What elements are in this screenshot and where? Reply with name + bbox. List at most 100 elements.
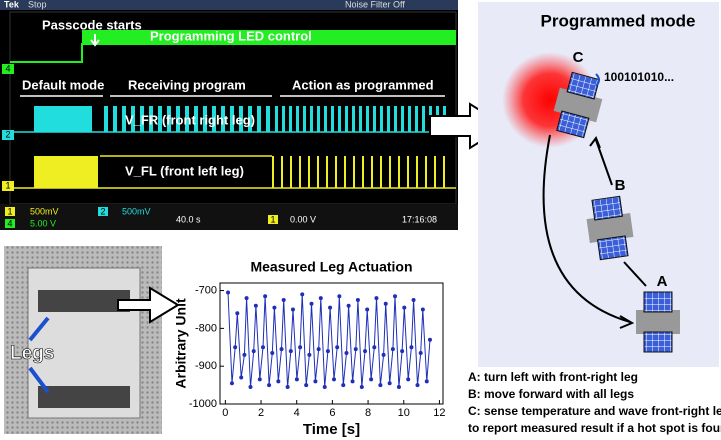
ch4-scale: 5.00 V: [30, 218, 56, 228]
x-tick-label: 12: [433, 407, 445, 419]
trace-pulse: [331, 106, 334, 132]
trace-pulse: [422, 106, 425, 132]
marker-label: 4: [5, 63, 10, 73]
photo: Legs: [4, 246, 162, 434]
point: [419, 351, 423, 355]
point: [388, 381, 392, 385]
trace-block: [34, 106, 92, 132]
x-tick-label: 8: [365, 407, 371, 419]
point: [272, 306, 276, 310]
ch-id: 1: [7, 206, 12, 216]
trace-pulse: [408, 106, 411, 132]
y-tick-label: -800: [195, 322, 217, 334]
trace-pulse: [415, 106, 418, 132]
point: [317, 347, 321, 351]
scope: Tek Stop Noise Filter Off Passcode start…: [0, 0, 458, 230]
point: [239, 376, 243, 380]
point: [369, 377, 373, 381]
trace-pulse: [398, 156, 400, 188]
trace-pulse: [335, 156, 337, 188]
trace-pulse: [389, 156, 391, 188]
point: [319, 296, 323, 300]
trace-pulse: [272, 156, 274, 188]
trace-pulse: [324, 106, 327, 132]
point: [245, 296, 249, 300]
point: [286, 385, 290, 389]
y-tick-label: -700: [195, 284, 217, 296]
vfr-label: V_FR (front right leg): [125, 112, 255, 127]
point: [360, 385, 364, 389]
point: [409, 345, 413, 349]
point: [270, 351, 274, 355]
point: [354, 347, 358, 351]
diagram-bg: [478, 2, 719, 367]
label-a: A: [657, 273, 668, 290]
trace-pulse: [401, 106, 404, 132]
point: [332, 377, 336, 381]
point: [412, 298, 416, 302]
ch-id: 4: [7, 218, 12, 228]
point: [415, 383, 419, 387]
plot-frame: [220, 283, 443, 404]
point: [242, 353, 246, 357]
trace-pulse: [380, 156, 382, 188]
plot: Measured Leg ActuationTime [s]Arbitrary …: [173, 259, 446, 438]
point: [397, 385, 401, 389]
ch2-scale: 500mV: [122, 206, 151, 216]
point: [382, 353, 386, 357]
y-tick-label: -1000: [189, 398, 217, 410]
trace-pulse: [353, 156, 355, 188]
trace-pulse: [387, 106, 390, 132]
trace-pulse: [434, 156, 436, 188]
leg: [38, 386, 130, 408]
trace-pulse: [104, 106, 108, 132]
point: [235, 311, 239, 315]
point: [337, 294, 341, 298]
y-label: Arbitrary Unit: [173, 298, 189, 389]
leg: [38, 290, 130, 312]
trace-pulse: [266, 106, 270, 132]
point: [378, 383, 382, 387]
point: [263, 294, 267, 298]
trace-block: [34, 156, 98, 188]
point: [310, 302, 314, 306]
trace-pulse: [416, 156, 418, 188]
receiving-label: Receiving program: [128, 77, 246, 92]
point: [351, 379, 355, 383]
point: [363, 349, 367, 353]
point: [344, 351, 348, 355]
ch1-scale: 500mV: [30, 206, 59, 216]
point: [372, 345, 376, 349]
point: [289, 349, 293, 353]
trace-pulse: [394, 106, 397, 132]
x-tick-label: 4: [294, 407, 300, 419]
trace-pulse: [373, 106, 376, 132]
point: [326, 349, 330, 353]
point: [323, 385, 327, 389]
point: [365, 307, 369, 311]
point: [400, 349, 404, 353]
point: [258, 377, 262, 381]
legs-label: Legs: [10, 343, 54, 364]
point: [254, 304, 258, 308]
trace-pulse: [257, 106, 261, 132]
point: [421, 307, 425, 311]
y-tick-label: -900: [195, 360, 217, 372]
point: [298, 345, 302, 349]
note: to report measured result if a hot spot …: [468, 421, 721, 435]
point: [356, 298, 360, 302]
trace-pulse: [345, 106, 348, 132]
trace-pulse: [299, 156, 301, 188]
x-tick-label: 0: [222, 407, 228, 419]
trace-pulse: [326, 156, 328, 188]
marker-label: 1: [5, 180, 10, 190]
point: [391, 347, 395, 351]
point: [233, 345, 237, 349]
label-b: B: [615, 177, 626, 194]
x-tick-label: 10: [398, 407, 410, 419]
status: Stop: [28, 0, 47, 9]
point: [384, 302, 388, 306]
clock: 17:16:08: [402, 214, 437, 224]
vfl-label: V_FL (front left leg): [125, 163, 244, 178]
point: [347, 304, 351, 308]
